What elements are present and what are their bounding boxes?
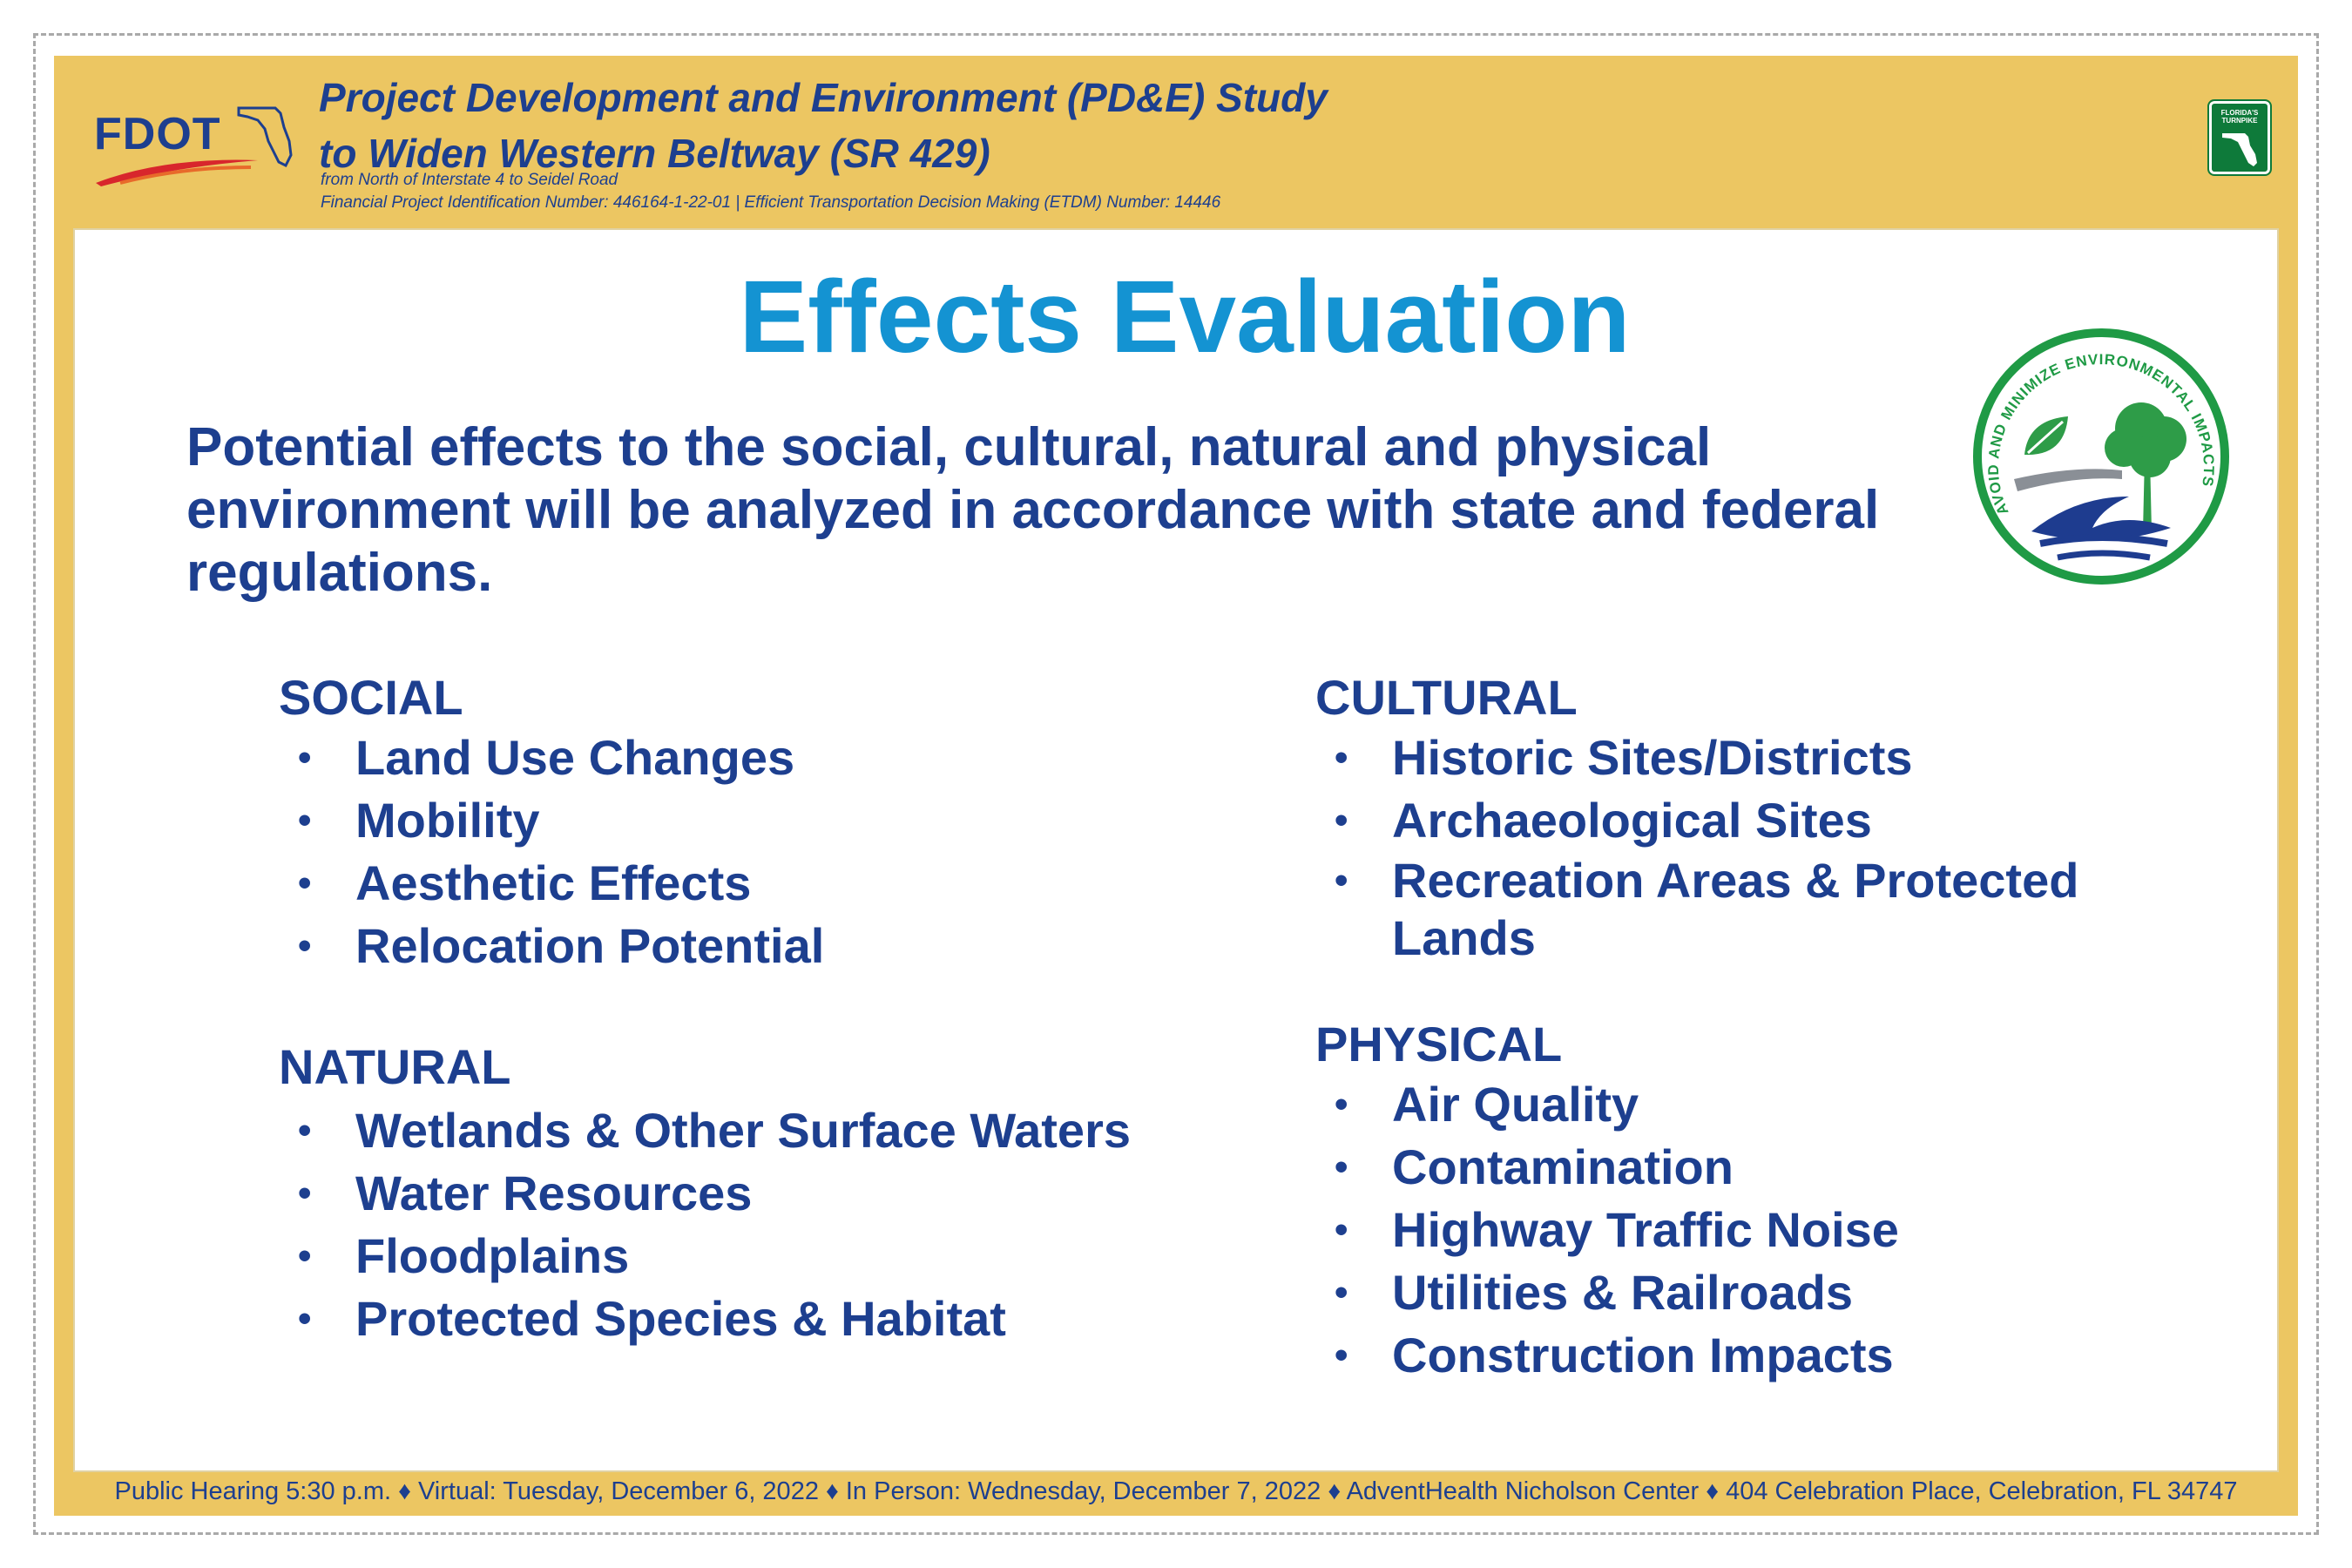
turnpike-label: FLORIDA'S TURNPIKE xyxy=(2220,109,2259,125)
footer-hearing-info: Public Hearing 5:30 p.m. ♦ Virtual: Tues… xyxy=(114,1477,2238,1505)
natural-items-list: Wetlands & Other Surface Waters Water Re… xyxy=(279,1099,1131,1350)
dashed-cut-border xyxy=(33,33,2319,1535)
list-item: Recreation Areas & Protected Lands xyxy=(1315,852,2221,967)
fdot-swoosh-icon xyxy=(96,159,258,186)
list-item: Utilities & Railroads xyxy=(1315,1261,1899,1324)
list-item: Historic Sites/Districts xyxy=(1315,727,2221,789)
list-item: Protected Species & Habitat xyxy=(279,1288,1131,1350)
list-item: Highway Traffic Noise xyxy=(1315,1199,1899,1261)
header-subtitle-ids: Financial Project Identification Number:… xyxy=(321,193,1221,212)
category-social-heading: SOCIAL xyxy=(279,670,463,725)
list-item: Air Quality xyxy=(1315,1073,1899,1136)
category-physical-heading: PHYSICAL xyxy=(1315,1017,1563,1071)
social-items-list: Land Use Changes Mobility Aesthetic Effe… xyxy=(279,727,824,977)
list-item: Contamination xyxy=(1315,1136,1899,1199)
list-item: Archaeological Sites xyxy=(1315,789,2221,852)
list-item: Land Use Changes xyxy=(279,727,824,789)
header-subtitle-location: from North of Interstate 4 to Seidel Roa… xyxy=(321,171,618,189)
page-title: Effects Evaluation xyxy=(739,260,1631,375)
list-item: Water Resources xyxy=(279,1162,1131,1225)
header-title-line2: to Widen Western Beltway (SR 429) xyxy=(319,131,990,176)
florida-turnpike-logo: FLORIDA'S TURNPIKE xyxy=(2207,99,2272,176)
list-item: Wetlands & Other Surface Waters xyxy=(279,1099,1131,1162)
category-natural-heading: NATURAL xyxy=(279,1039,511,1094)
header-title-line1: Project Development and Environment (PD&… xyxy=(319,75,1328,120)
river-icon xyxy=(2031,497,2171,541)
fdot-logo-text: FDOT xyxy=(94,109,221,159)
list-item: Construction Impacts xyxy=(1315,1324,1899,1387)
intro-paragraph: Potential effects to the social, cultura… xyxy=(186,417,1880,603)
list-item: Mobility xyxy=(279,789,824,852)
turnpike-florida-icon xyxy=(2222,133,2257,166)
cultural-items-list: Historic Sites/Districts Archaeological … xyxy=(1315,727,2221,967)
physical-items-list: Air Quality Contamination Highway Traffi… xyxy=(1315,1073,1899,1387)
list-item: Relocation Potential xyxy=(279,915,824,977)
header-title: Project Development and Environment (PD&… xyxy=(319,70,1328,181)
environmental-impacts-seal: AVOID AND MINIMIZE ENVIRONMENTAL IMPACTS xyxy=(1973,328,2229,585)
category-cultural-heading: CULTURAL xyxy=(1315,670,1578,725)
florida-outline-icon xyxy=(237,106,293,168)
tree-icon xyxy=(2105,402,2186,531)
list-item: Aesthetic Effects xyxy=(279,852,824,915)
list-item: Floodplains xyxy=(279,1225,1131,1288)
